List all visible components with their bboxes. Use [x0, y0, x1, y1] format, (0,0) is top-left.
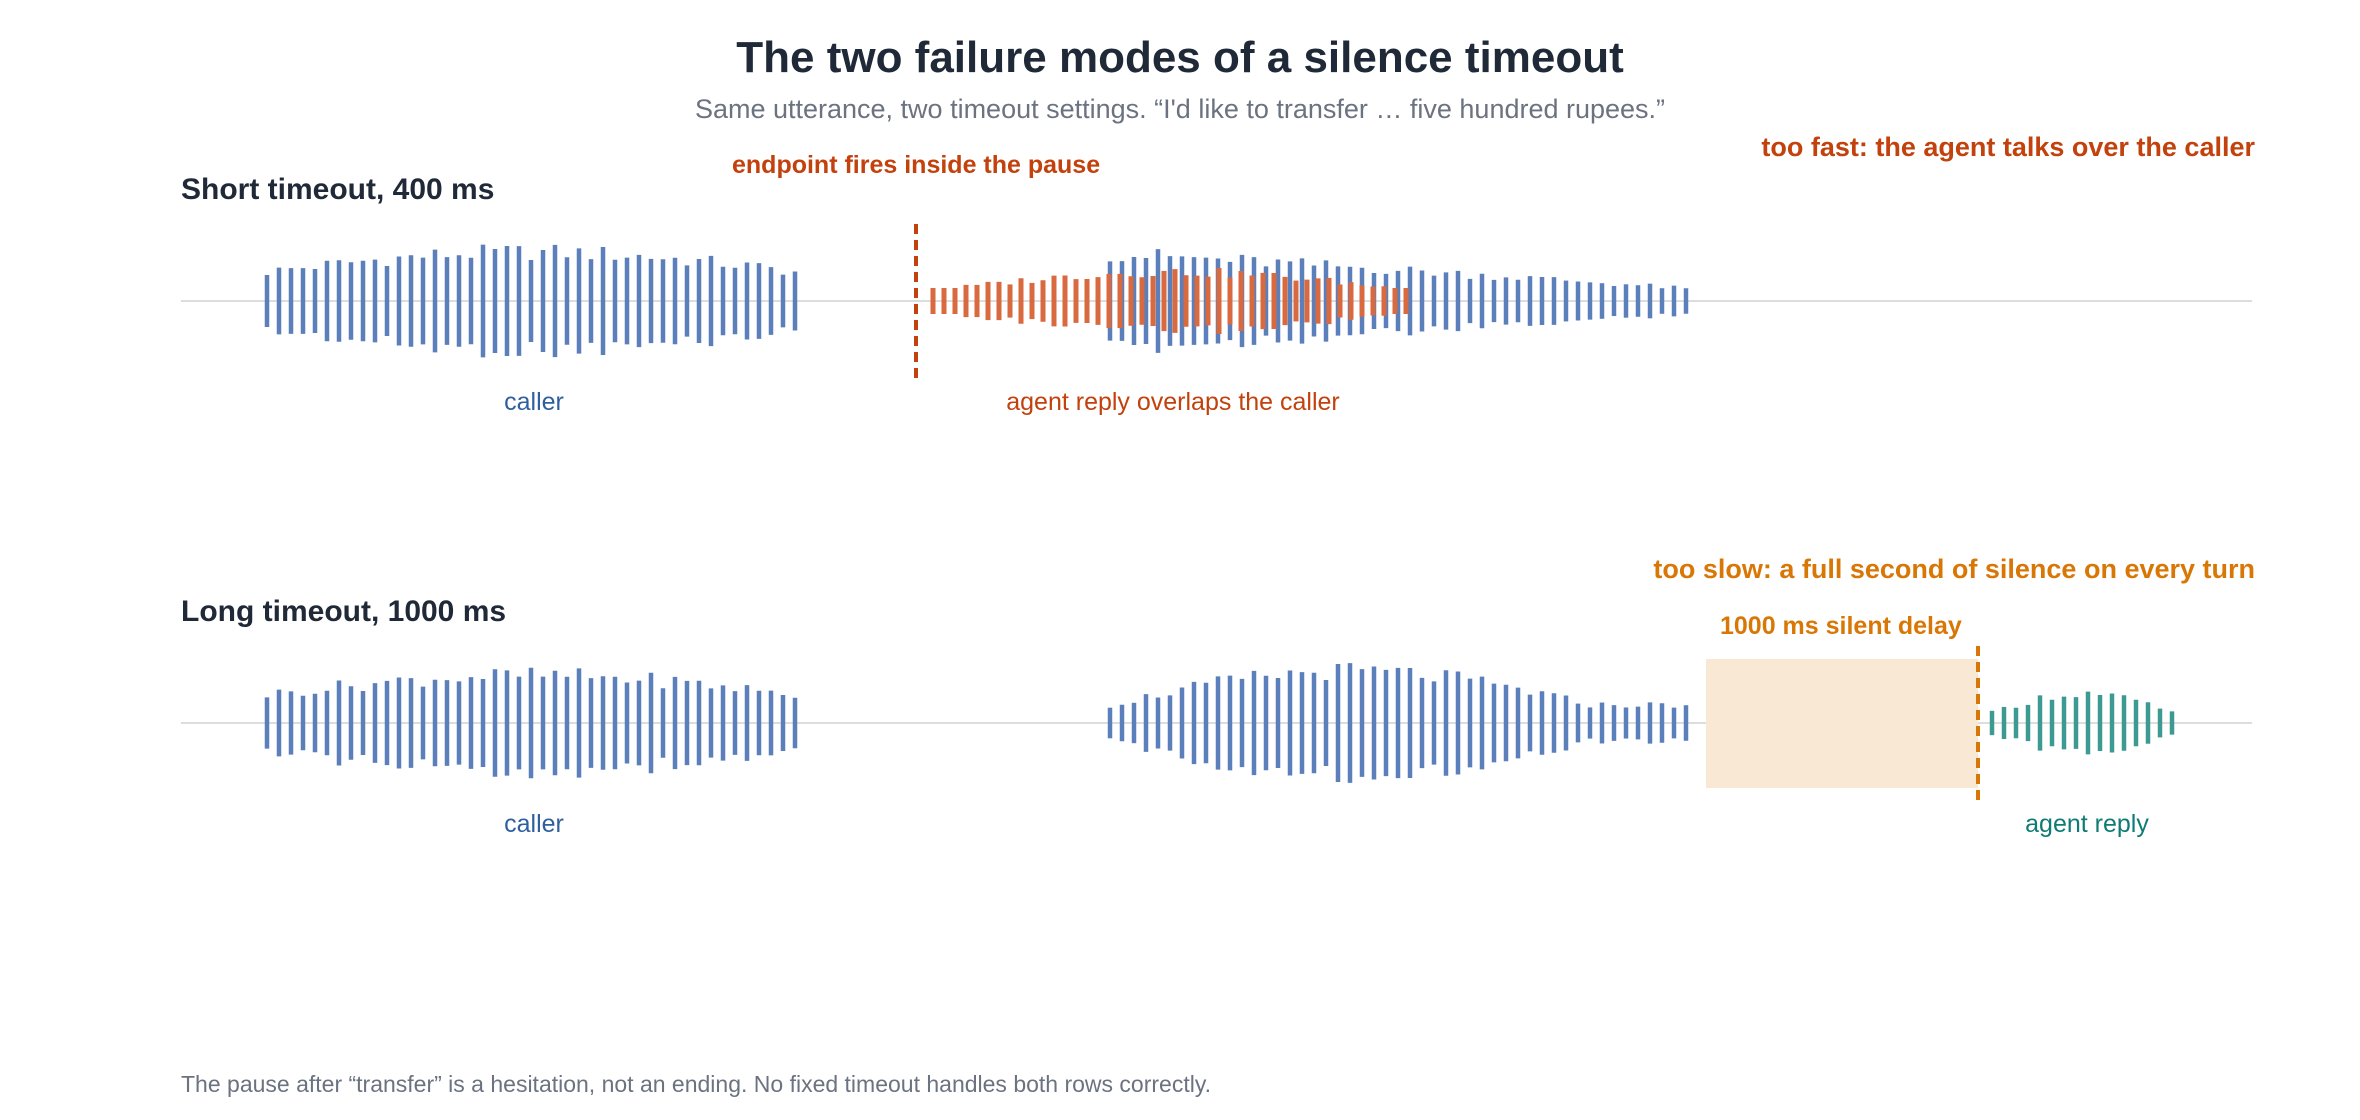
endpoint-marker-label: endpoint fires inside the pause	[732, 151, 1101, 179]
short-timeout-verdict: too fast: the agent talks over the calle…	[1761, 132, 2255, 162]
silent-delay-label: 1000 ms silent delay	[1720, 612, 1962, 640]
page-subtitle: Same utterance, two timeout settings. “I…	[694, 94, 1666, 124]
page-title: The two failure modes of a silence timeo…	[736, 33, 1624, 82]
short-agent-overlap-label: agent reply overlaps the caller	[1006, 388, 1340, 416]
long-caller-label: caller	[504, 810, 564, 838]
footer-note: The pause after “transfer” is a hesitati…	[181, 1071, 1212, 1097]
short-caller-label: caller	[504, 388, 564, 416]
long-timeout-title: Long timeout, 1000 ms	[181, 595, 507, 628]
silent-delay-band	[1706, 659, 1978, 788]
long-agent-reply-label: agent reply	[2025, 810, 2149, 838]
short-timeout-title: Short timeout, 400 ms	[181, 173, 495, 206]
long-timeout-verdict: too slow: a full second of silence on ev…	[1653, 554, 2255, 584]
